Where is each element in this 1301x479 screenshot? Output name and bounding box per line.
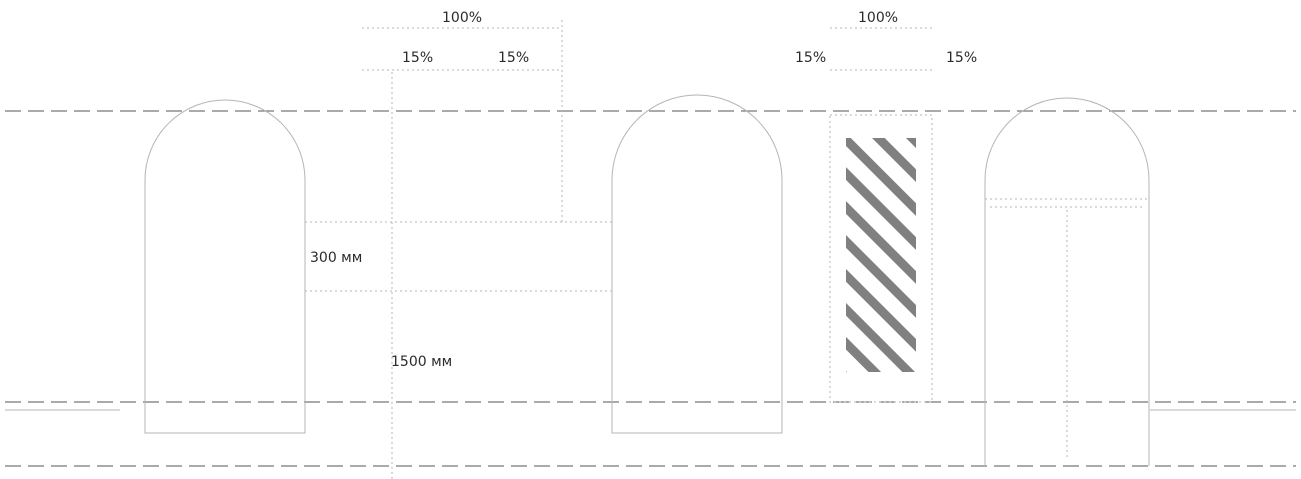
label-inset-right-1: 15% xyxy=(795,50,826,66)
label-height-top: 300 мм xyxy=(310,250,362,266)
label-inset-left-1: 15% xyxy=(402,50,433,66)
label-width-right: 100% xyxy=(858,10,898,26)
label-inset-left-2: 15% xyxy=(498,50,529,66)
hatched-pier xyxy=(846,138,916,372)
hatched-pier-outline xyxy=(829,114,933,403)
middle-arched-window xyxy=(611,94,783,434)
label-inset-right-2: 15% xyxy=(946,50,977,66)
label-width-left: 100% xyxy=(442,10,482,26)
right-arched-door xyxy=(984,97,1150,466)
label-height-bottom: 1500 мм xyxy=(391,354,452,370)
left-arched-window xyxy=(144,99,306,434)
